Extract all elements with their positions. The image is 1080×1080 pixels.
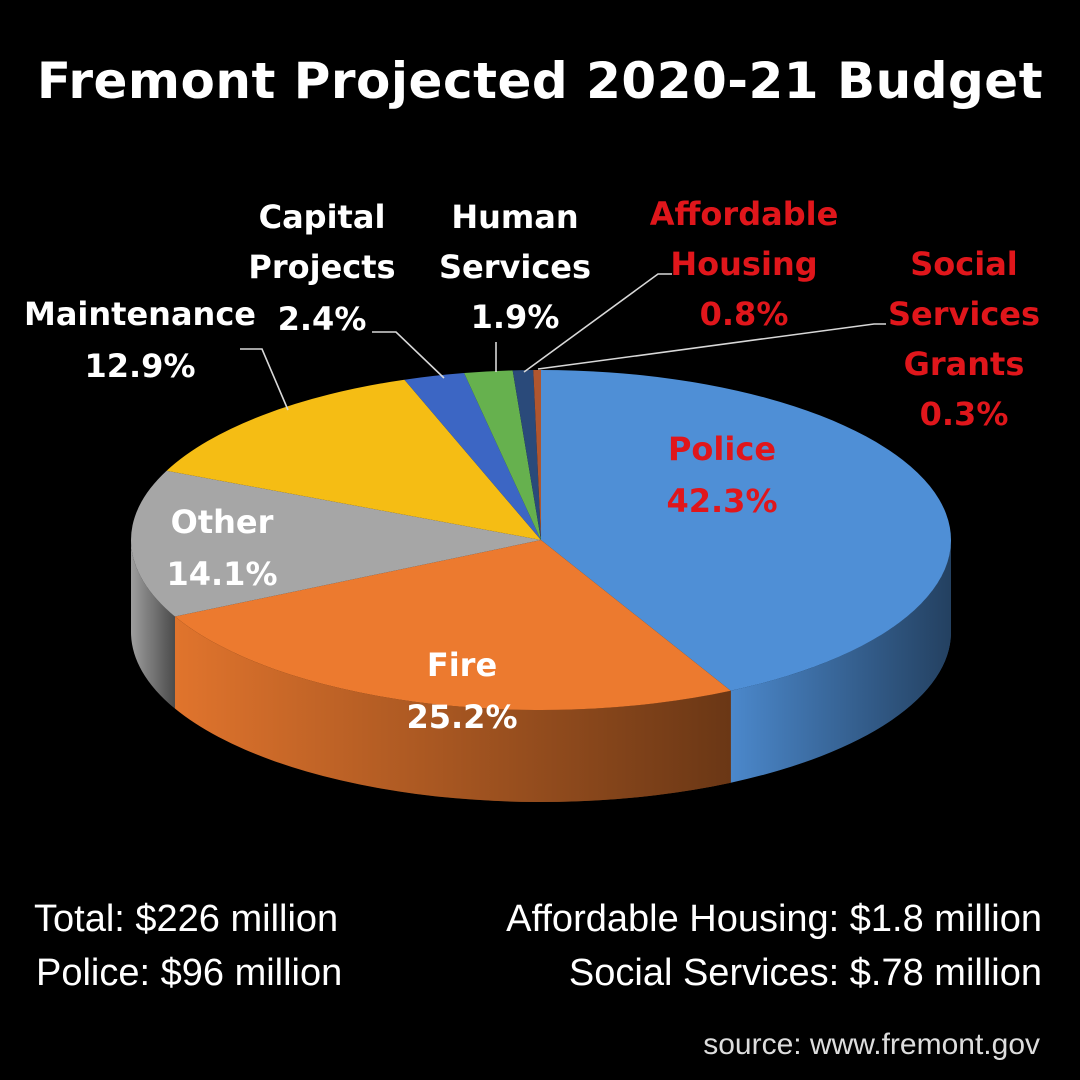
label-maintenance-value: 12.9% <box>84 347 195 385</box>
label-other-name: Other <box>171 503 274 541</box>
footer-affordable-housing: Affordable Housing: $1.8 million <box>506 898 1042 940</box>
leader-line-maintenance <box>240 348 289 411</box>
label-affordable-housing-name: Affordable <box>650 195 839 233</box>
footer-total: Total: $226 million <box>34 898 339 940</box>
label-social-services-grants-name: Services <box>888 295 1040 333</box>
pie-slice-other <box>130 470 541 617</box>
label-capital-projects-value: 2.4% <box>278 300 367 338</box>
pie-slice-maintenance <box>166 379 541 540</box>
label-human-services-name: Human <box>451 198 578 236</box>
label-social-services-grants-name: Social <box>910 245 1018 283</box>
pie-side-shade-other <box>131 540 175 709</box>
label-maintenance-name: Maintenance <box>24 295 256 333</box>
pie-slice-human-services <box>464 370 541 540</box>
label-other-value: 14.1% <box>166 555 277 593</box>
label-social-services-grants-value: 0.3% <box>920 395 1009 433</box>
label-capital-projects-name: Capital <box>259 198 386 236</box>
label-police-value: 42.3% <box>666 482 777 520</box>
footer-police: Police: $96 million <box>36 952 343 994</box>
pie-slice-fire <box>174 540 731 710</box>
pie-slice-social-services-grants <box>533 370 541 540</box>
pie-slice-capital-projects <box>404 373 541 540</box>
label-affordable-housing-name: Housing <box>670 245 817 283</box>
label-human-services-value: 1.9% <box>471 298 560 336</box>
pie-slice-affordable-housing <box>512 370 541 540</box>
leader-line-capital-projects <box>372 331 445 379</box>
label-human-services-name: Services <box>439 248 591 286</box>
leader-line-affordable-housing <box>523 273 672 373</box>
chart-title: Fremont Projected 2020-21 Budget <box>36 52 1044 110</box>
label-capital-projects-name: Projects <box>248 248 395 286</box>
pie-slice-police <box>541 370 952 691</box>
label-police-name: Police <box>668 430 776 468</box>
source-note: source: www.fremont.gov <box>703 1028 1040 1061</box>
footer-social-services: Social Services: $.78 million <box>568 952 1042 994</box>
leader-line-social-services-grants <box>537 323 886 370</box>
label-fire-name: Fire <box>427 646 497 684</box>
label-fire-value: 25.2% <box>406 698 517 736</box>
pie-side-shade-fire <box>174 616 731 802</box>
pie-side-shade-police <box>730 540 951 783</box>
label-affordable-housing-value: 0.8% <box>700 295 789 333</box>
label-social-services-grants-name: Grants <box>904 345 1025 383</box>
